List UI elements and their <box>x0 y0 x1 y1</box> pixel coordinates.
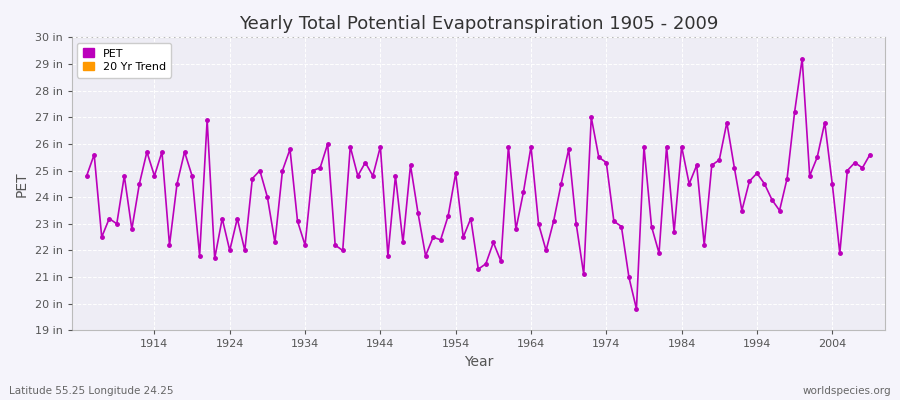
Text: worldspecies.org: worldspecies.org <box>803 386 891 396</box>
X-axis label: Year: Year <box>464 355 493 369</box>
Title: Yearly Total Potential Evapotranspiration 1905 - 2009: Yearly Total Potential Evapotranspiratio… <box>238 15 718 33</box>
Legend: PET, 20 Yr Trend: PET, 20 Yr Trend <box>77 43 171 78</box>
Y-axis label: PET: PET <box>15 171 29 197</box>
Text: Latitude 55.25 Longitude 24.25: Latitude 55.25 Longitude 24.25 <box>9 386 174 396</box>
